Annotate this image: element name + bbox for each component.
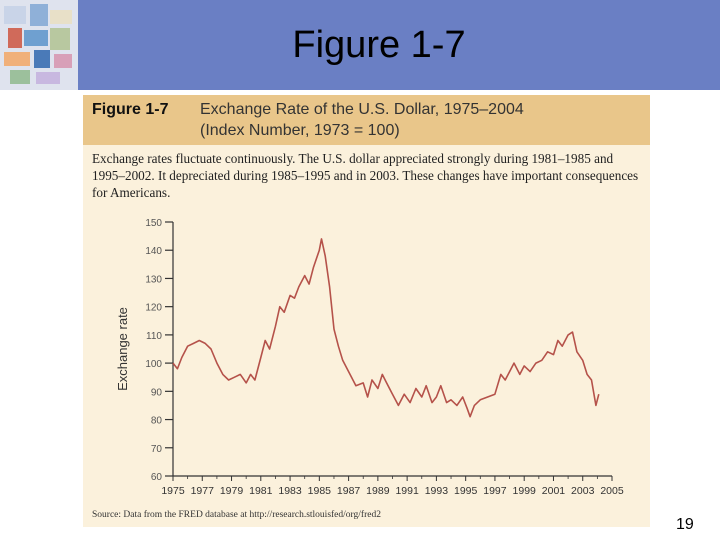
page-title: Figure 1-7 bbox=[292, 23, 466, 66]
x-tick-label: 2003 bbox=[571, 485, 595, 497]
x-tick-label: 1977 bbox=[191, 485, 215, 497]
y-tick-label: 60 bbox=[151, 472, 163, 483]
figure-label: Figure 1-7 bbox=[92, 101, 169, 118]
x-tick-label: 1979 bbox=[220, 485, 244, 497]
figure-source: Source: Data from the FRED database at h… bbox=[92, 510, 381, 520]
y-tick-label: 100 bbox=[145, 359, 162, 370]
y-tick-label: 120 bbox=[145, 303, 162, 314]
series-line-exchange-rate bbox=[172, 238, 600, 418]
x-tick-label: 1975 bbox=[161, 485, 185, 497]
y-tick-label: 70 bbox=[151, 444, 163, 455]
x-tick-label: 1995 bbox=[454, 485, 478, 497]
slide-thumbnail-image bbox=[0, 0, 78, 90]
figure-header-band bbox=[83, 95, 650, 145]
slide-number: 19 bbox=[676, 516, 694, 533]
x-axis-ticks: 1975 1977 1979 1981 1983 1985 1987 1989 1991 1993… bbox=[161, 476, 624, 497]
y-tick-label: 150 bbox=[145, 218, 162, 229]
x-tick-label: 1997 bbox=[483, 485, 507, 497]
x-tick-label: 1981 bbox=[249, 485, 273, 497]
y-axis-label: Exchange rate bbox=[115, 307, 130, 391]
x-tick-label: 1985 bbox=[308, 485, 332, 497]
y-tick-label: 90 bbox=[151, 387, 163, 398]
x-tick-label: 1993 bbox=[425, 485, 449, 497]
y-tick-label: 140 bbox=[145, 246, 162, 257]
title-bar: Figure 1-7 bbox=[78, 0, 720, 90]
y-axis-ticks: 60 70 80 90 100 110 120 130 140 150 bbox=[145, 218, 173, 483]
x-tick-label: 2005 bbox=[600, 485, 624, 497]
x-tick-label: 2001 bbox=[542, 485, 566, 497]
x-tick-label: 1987 bbox=[337, 485, 361, 497]
x-tick-label: 1983 bbox=[278, 485, 302, 497]
y-tick-label: 80 bbox=[151, 416, 163, 427]
x-tick-label: 1991 bbox=[395, 485, 419, 497]
figure-title-line2: (Index Number, 1973 = 100) bbox=[200, 122, 400, 139]
x-tick-label: 1999 bbox=[513, 485, 537, 497]
figure-panel: Figure 1-7 Exchange Rate of the U.S. Dol… bbox=[83, 95, 650, 527]
x-tick-label: 1989 bbox=[366, 485, 390, 497]
figure-title-line1: Exchange Rate of the U.S. Dollar, 1975–2… bbox=[200, 101, 524, 118]
figure-caption: Exchange rates fluctuate continuously. T… bbox=[92, 151, 639, 200]
y-tick-label: 110 bbox=[146, 331, 162, 342]
y-tick-label: 130 bbox=[145, 274, 162, 285]
